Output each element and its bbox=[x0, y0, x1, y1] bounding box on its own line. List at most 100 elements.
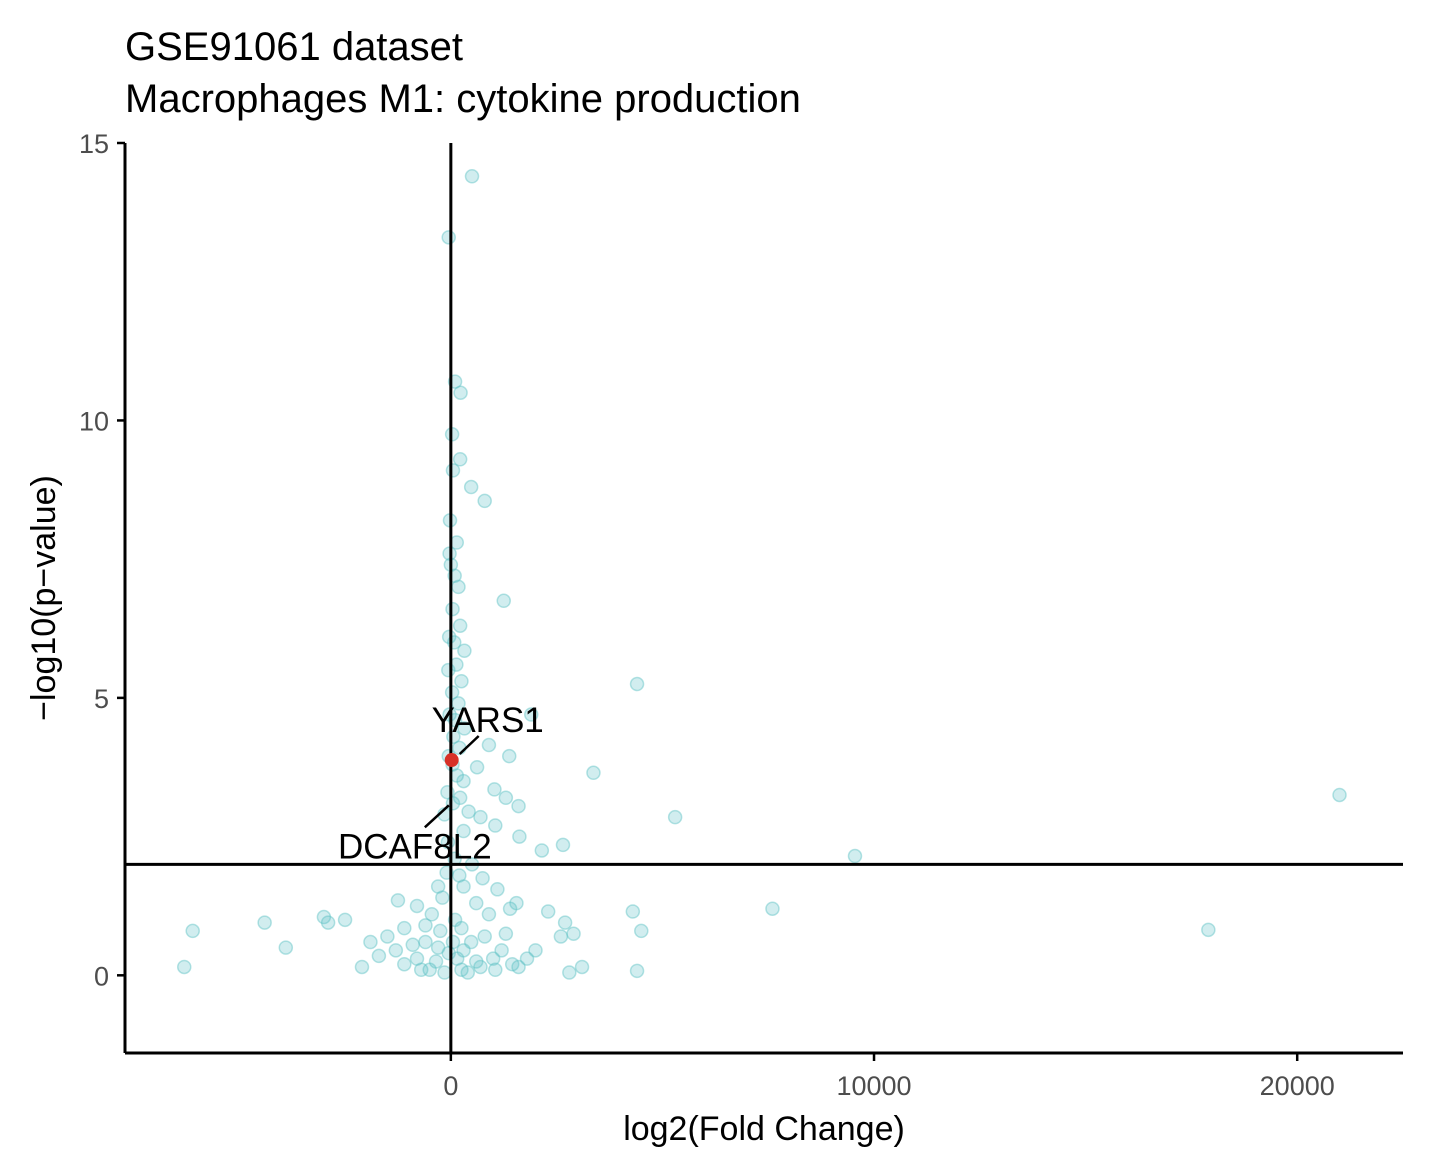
data-point bbox=[501, 748, 517, 764]
data-point bbox=[456, 879, 471, 894]
data-point bbox=[586, 765, 601, 781]
data-point bbox=[511, 798, 526, 814]
data-point bbox=[457, 721, 472, 736]
data-point bbox=[452, 790, 468, 806]
data-point bbox=[454, 962, 469, 978]
data-point bbox=[555, 837, 571, 853]
reference-lines bbox=[125, 143, 1403, 1053]
data-point bbox=[463, 479, 479, 495]
data-point bbox=[316, 909, 332, 925]
data-point bbox=[468, 895, 484, 911]
yars1-leader-line bbox=[458, 735, 480, 755]
dcaf8l2-label: DCAF8L2 bbox=[338, 827, 492, 866]
data-point bbox=[629, 963, 645, 979]
data-point bbox=[498, 790, 514, 806]
x-tick-label: 10000 bbox=[836, 1071, 911, 1101]
y-tick-label: 10 bbox=[79, 406, 109, 436]
data-point bbox=[433, 923, 448, 939]
data-point bbox=[405, 937, 421, 953]
data-point bbox=[553, 929, 569, 944]
data-point bbox=[445, 796, 461, 811]
data-point bbox=[473, 809, 488, 825]
dcaf8l2-leader-line bbox=[424, 804, 450, 829]
data-point bbox=[422, 962, 437, 978]
data-point bbox=[477, 929, 492, 944]
data-point bbox=[445, 934, 461, 950]
yars1-label: YARS1 bbox=[432, 701, 544, 740]
data-point bbox=[463, 934, 479, 950]
data-point bbox=[460, 965, 476, 980]
data-point bbox=[496, 593, 511, 609]
data-point bbox=[468, 954, 484, 969]
data-point bbox=[428, 954, 444, 969]
data-point bbox=[278, 940, 294, 955]
data-point bbox=[413, 962, 429, 978]
data-point bbox=[574, 959, 590, 975]
points-layer bbox=[176, 169, 1347, 980]
data-point bbox=[441, 230, 456, 245]
data-point bbox=[461, 804, 476, 819]
data-point bbox=[477, 493, 492, 509]
data-point bbox=[765, 901, 780, 916]
data-point bbox=[430, 940, 446, 955]
data-point bbox=[437, 965, 452, 980]
data-point bbox=[409, 898, 425, 914]
axes-layer: 0 10000 20000 0 5 10 15 bbox=[79, 129, 1403, 1101]
data-point bbox=[456, 943, 471, 958]
y-tick-label: 5 bbox=[94, 684, 109, 714]
data-point bbox=[435, 890, 450, 905]
data-point bbox=[452, 618, 468, 633]
data-point bbox=[418, 918, 433, 933]
data-point bbox=[176, 959, 192, 975]
data-point bbox=[504, 956, 520, 972]
y-axis-title: −log10(p−value) bbox=[25, 475, 63, 721]
data-point bbox=[397, 956, 412, 972]
data-point bbox=[430, 879, 446, 894]
chart-subtitle: Macrophages M1: cytokine production bbox=[125, 77, 801, 121]
data-point bbox=[634, 923, 649, 939]
data-point bbox=[625, 904, 641, 919]
y-tick-label: 0 bbox=[94, 961, 109, 991]
data-point bbox=[452, 868, 467, 883]
data-point bbox=[424, 907, 440, 922]
data-point bbox=[485, 951, 501, 966]
data-point bbox=[469, 759, 485, 775]
data-point bbox=[337, 912, 353, 928]
data-point bbox=[540, 904, 556, 919]
highlight-point bbox=[444, 753, 459, 768]
data-point bbox=[557, 915, 573, 930]
data-point bbox=[528, 943, 543, 958]
y-tick-label: 15 bbox=[79, 129, 109, 159]
data-point bbox=[320, 915, 336, 930]
data-point bbox=[488, 962, 503, 978]
data-point bbox=[454, 920, 469, 936]
data-point bbox=[445, 601, 460, 617]
x-axis-title: log2(Fold Change) bbox=[623, 1110, 905, 1148]
data-point bbox=[566, 926, 581, 941]
data-point bbox=[847, 848, 863, 864]
data-point bbox=[481, 907, 497, 922]
data-point bbox=[456, 773, 471, 789]
data-point bbox=[490, 882, 505, 897]
data-point bbox=[441, 662, 456, 678]
data-point bbox=[562, 965, 577, 980]
data-point bbox=[511, 959, 526, 975]
data-point bbox=[629, 676, 645, 692]
x-tick-label: 20000 bbox=[1260, 1071, 1335, 1101]
data-point bbox=[509, 895, 524, 911]
data-point bbox=[464, 169, 480, 184]
data-point bbox=[457, 643, 472, 658]
data-point bbox=[354, 959, 370, 975]
data-point bbox=[494, 943, 509, 958]
data-point bbox=[488, 818, 503, 833]
data-point bbox=[380, 929, 395, 944]
data-point bbox=[481, 737, 497, 753]
data-point bbox=[456, 823, 471, 839]
data-point bbox=[667, 809, 683, 825]
data-point bbox=[441, 629, 457, 645]
data-point bbox=[453, 385, 468, 400]
x-tick-label: 0 bbox=[443, 1071, 458, 1101]
data-point bbox=[418, 934, 433, 950]
